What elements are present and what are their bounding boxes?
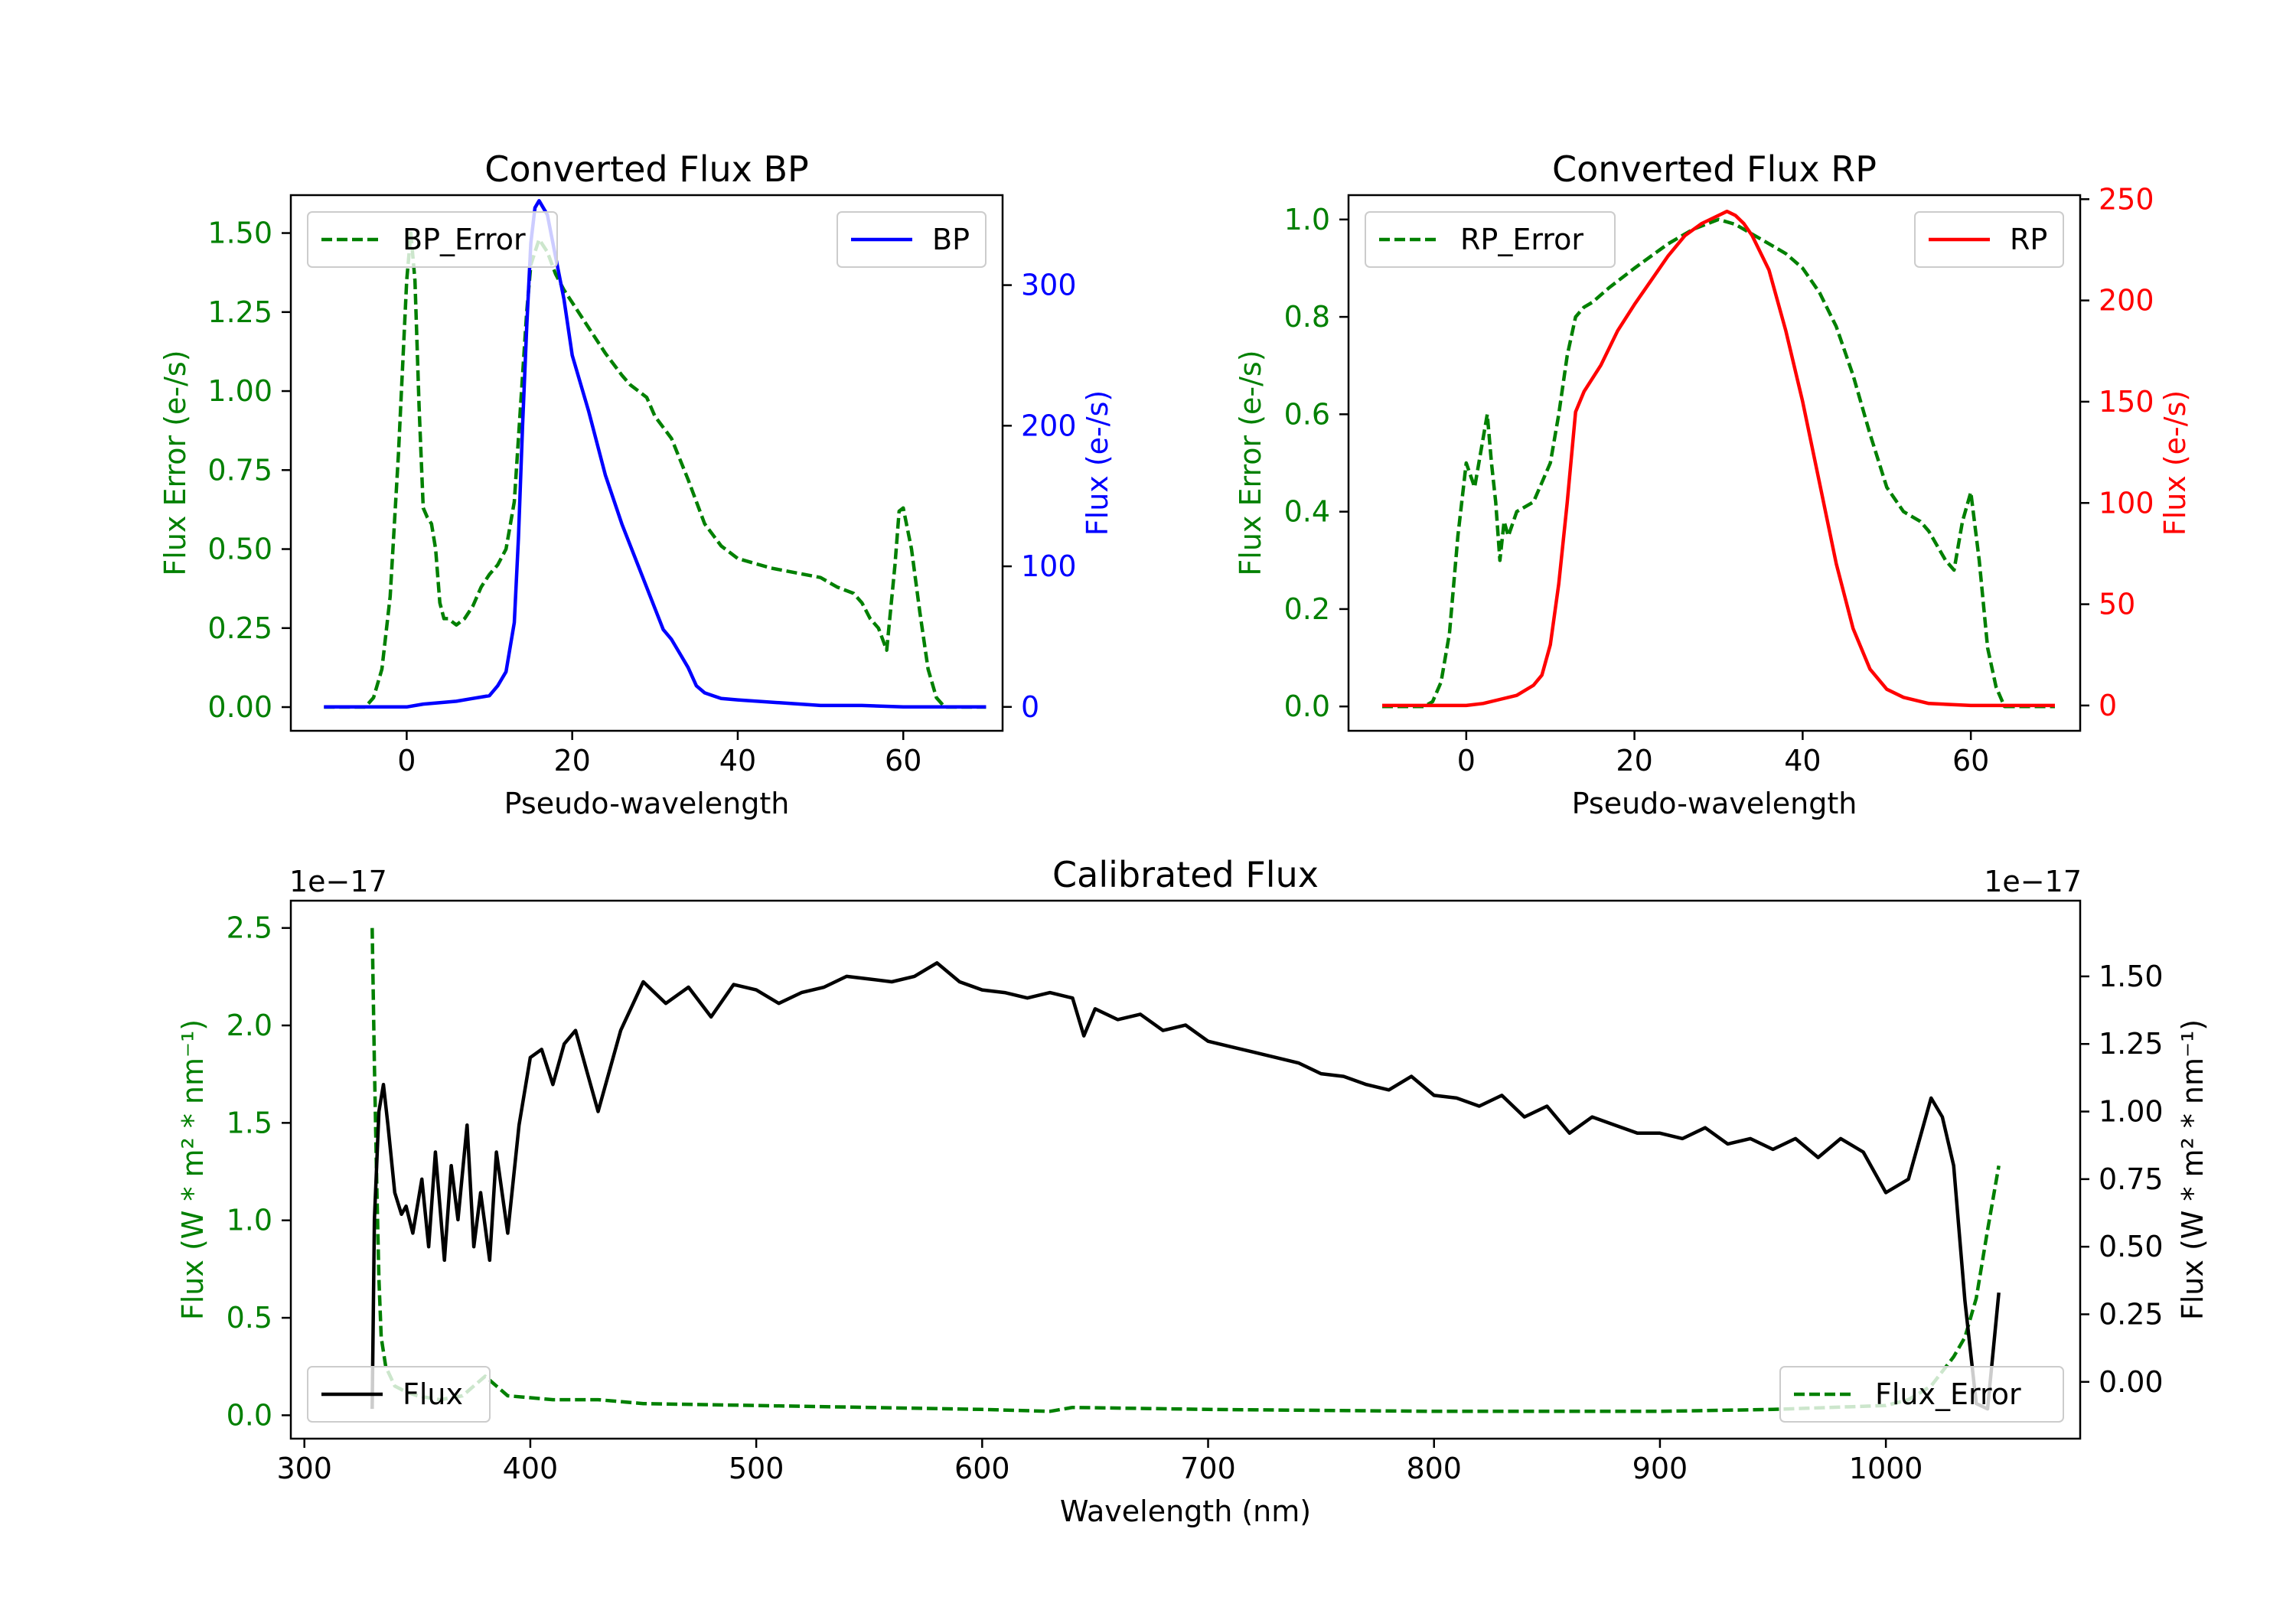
calibrated-x-tick-label: 700 — [1180, 1452, 1236, 1485]
calibrated-x-tick-label: 1000 — [1849, 1452, 1923, 1485]
bp-yleft-tick-label: 0.25 — [207, 611, 272, 645]
calibrated-yleft-tick-label: 2.5 — [227, 911, 272, 945]
bp-series-bp-error — [324, 231, 987, 709]
bp-legend-bp-error: BP_Error — [307, 211, 558, 268]
rp-yright-tick-label: 100 — [2099, 486, 2154, 520]
bp-yleft-tick-label: 1.25 — [207, 295, 272, 329]
legend-label: BP_Error — [403, 223, 526, 256]
rp-x-tick-label: 40 — [1784, 744, 1821, 777]
rp-legend-rp: RP — [1914, 211, 2064, 268]
calibrated-ylabel-right: Flux (W * m² * nm⁻¹) — [2176, 1019, 2210, 1320]
legend-box — [307, 1366, 491, 1423]
bp-yleft-tick-label: 0.00 — [207, 690, 272, 724]
bp-panel: 0 20 40 60 0.00 0.25 0.50 0.75 1.00 1.25 1.50 0 100 2… — [158, 148, 1114, 820]
legend-box — [307, 211, 558, 268]
rp-yright-tick-label: 0 — [2099, 689, 2117, 722]
bp-ylabel-left: Flux Error (e-/s) — [158, 350, 192, 575]
rp-yright-tick-label: 250 — [2099, 182, 2154, 216]
rp-title: Converted Flux RP — [1552, 148, 1877, 190]
calibrated-x-tick-label: 600 — [954, 1452, 1010, 1485]
calibrated-legend-flux-error: Flux_Error — [1779, 1366, 2064, 1423]
rp-x-tick-label: 60 — [1952, 744, 1989, 777]
rp-yright-tick-label: 200 — [2099, 284, 2154, 318]
rp-axes-frame — [1347, 194, 2082, 732]
rp-yleft-tick-label: 0.8 — [1284, 300, 1330, 334]
bp-legend-bp: BP — [837, 211, 987, 268]
calibrated-panel: 300 400 500 600 700 800 900 1000 0.0 0.5 1.0 1.5 2.0… — [176, 854, 2210, 1528]
calibrated-offset-left: 1e−17 — [289, 865, 387, 898]
rp-yright-tick-label: 150 — [2099, 385, 2154, 419]
calibrated-yleft-tick-label: 0.0 — [227, 1398, 272, 1432]
bp-series-bp — [324, 199, 987, 709]
legend-label: RP_Error — [1460, 223, 1583, 256]
calibrated-yright-tick-label: 0.00 — [2099, 1365, 2164, 1399]
calibrated-offset-right: 1e−17 — [1984, 865, 2082, 898]
rp-ylabel-left: Flux Error (e-/s) — [1234, 350, 1267, 575]
calibrated-xlabel: Wavelength (nm) — [1060, 1495, 1311, 1528]
rp-panel: 0 20 40 60 0.0 0.2 0.4 0.6 0.8 1.0 0 50 100 150 200 250… — [1234, 148, 2192, 820]
calibrated-x-tick-label: 800 — [1406, 1452, 1462, 1485]
bp-yright-tick-label: 200 — [1021, 409, 1077, 442]
calibrated-yleft-tick-label: 2.0 — [227, 1009, 272, 1042]
calibrated-x-tick-label: 900 — [1632, 1452, 1688, 1485]
calibrated-title: Calibrated Flux — [1052, 854, 1319, 895]
calibrated-axes-frame — [289, 899, 2082, 1440]
rp-yleft-tick-label: 0.0 — [1284, 689, 1330, 723]
bp-x-tick-label: 20 — [553, 744, 590, 777]
rp-yleft-tick-label: 0.4 — [1284, 495, 1330, 529]
bp-yright-tick-label: 0 — [1021, 690, 1039, 724]
calibrated-yright-tick-label: 0.75 — [2099, 1162, 2164, 1196]
legend-label: BP — [932, 223, 970, 256]
calibrated-x-tick-label: 300 — [276, 1452, 332, 1485]
bp-title: Converted Flux BP — [484, 148, 809, 190]
rp-xlabel: Pseudo-wavelength — [1572, 787, 1857, 820]
legend-box — [1779, 1366, 2064, 1423]
bp-yright-tick-label: 100 — [1021, 549, 1077, 583]
calibrated-yright-tick-label: 1.00 — [2099, 1095, 2164, 1129]
calibrated-yright-tick-label: 0.25 — [2099, 1297, 2164, 1331]
rp-series-rp — [1382, 209, 2055, 708]
calibrated-series-flux — [370, 961, 2001, 1411]
bp-yleft-tick-label: 1.00 — [207, 374, 272, 408]
calibrated-yleft-tick-label: 0.5 — [227, 1301, 272, 1335]
rp-yleft-tick-label: 0.2 — [1284, 592, 1330, 626]
calibrated-yright-tick-label: 1.25 — [2099, 1027, 2164, 1061]
rp-ylabel-right: Flux (e-/s) — [2158, 390, 2192, 536]
bp-yleft-tick-label: 0.50 — [207, 533, 272, 566]
calibrated-yright-tick-label: 0.50 — [2099, 1230, 2164, 1263]
calibrated-yleft-tick-label: 1.5 — [227, 1106, 272, 1139]
bp-yright-tick-label: 300 — [1021, 269, 1077, 302]
calibrated-yleft-tick-label: 1.0 — [227, 1204, 272, 1237]
legend-label: Flux — [403, 1377, 463, 1411]
bp-xlabel: Pseudo-wavelength — [504, 787, 790, 820]
rp-yright-tick-label: 50 — [2099, 588, 2135, 621]
legend-label: Flux_Error — [1875, 1377, 2021, 1411]
calibrated-ylabel-left: Flux (W * m² * nm⁻¹) — [176, 1019, 210, 1320]
bp-ylabel-right: Flux (e-/s) — [1081, 390, 1114, 536]
bp-x-tick-label: 60 — [885, 744, 921, 777]
calibrated-yright-tick-label: 1.50 — [2099, 960, 2164, 993]
rp-series-rp-error — [1382, 217, 2055, 709]
legend-label: RP — [2010, 223, 2047, 256]
calibrated-legend-flux: Flux — [307, 1366, 491, 1423]
rp-yleft-tick-label: 1.0 — [1284, 203, 1330, 236]
rp-yleft-tick-label: 0.6 — [1284, 397, 1330, 431]
calibrated-x-tick-label: 400 — [503, 1452, 559, 1485]
bp-yleft-tick-label: 0.75 — [207, 453, 272, 487]
rp-legend-rp-error: RP_Error — [1365, 211, 1616, 268]
rp-x-tick-label: 0 — [1457, 744, 1476, 777]
bp-x-tick-label: 0 — [397, 744, 416, 777]
bp-yleft-tick-label: 1.50 — [207, 217, 272, 250]
legend-box — [1365, 211, 1616, 268]
rp-x-tick-label: 20 — [1616, 744, 1652, 777]
calibrated-x-tick-label: 500 — [729, 1452, 784, 1485]
bp-axes-frame — [289, 194, 1004, 732]
bp-x-tick-label: 40 — [719, 744, 756, 777]
